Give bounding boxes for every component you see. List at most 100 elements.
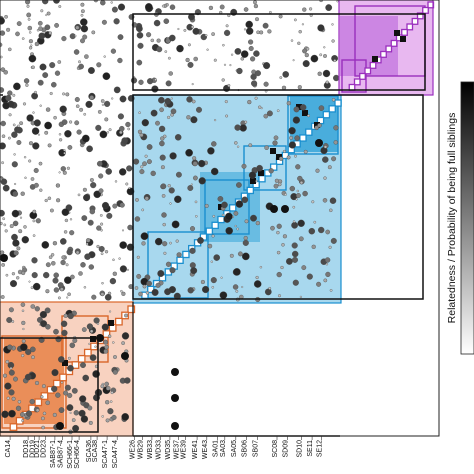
relatedness-dot [1,263,5,267]
relatedness-dot [42,72,49,79]
relatedness-dot [69,120,73,124]
relatedness-dot [162,222,166,227]
full-sibling-cell [270,148,276,154]
relatedness-dot [100,228,103,232]
relatedness-dot [197,237,204,244]
relatedness-dot [165,80,172,87]
relatedness-dot [239,124,247,132]
relatedness-dot [245,20,253,29]
relatedness-dot [323,176,327,180]
relatedness-dot [12,191,19,197]
relatedness-dot [40,9,44,13]
relatedness-dot [146,159,152,165]
relatedness-dot [77,193,81,197]
relatedness-dot [112,203,118,209]
relatedness-dot [268,168,274,174]
blue-diagonal-cell [305,128,313,136]
relatedness-dot [0,295,5,299]
relatedness-dot [325,4,333,11]
x-tick-label: DD21 [34,440,41,458]
relatedness-dot [175,239,179,243]
relatedness-dot [164,50,168,53]
relatedness-dot [168,187,175,194]
relatedness-dot [237,251,243,257]
relatedness-dot [48,31,53,35]
relatedness-dot [330,237,337,244]
relatedness-dot [236,67,243,75]
relatedness-dot [21,270,26,276]
relatedness-dot [67,364,74,372]
relatedness-dot [136,273,142,279]
relatedness-dot [80,18,88,26]
relatedness-dot [44,307,51,314]
orange-diagonal-cell [127,305,136,314]
relatedness-dot [84,54,89,59]
blue-diagonal-cell [322,110,331,119]
relatedness-dot [55,183,61,188]
relatedness-dot [82,187,87,192]
relatedness-dot [80,13,84,17]
relatedness-dot [2,373,8,378]
relatedness-dot [317,123,322,128]
relatedness-dot [82,34,88,40]
relatedness-dot [243,236,248,241]
relatedness-dot [151,288,159,296]
relatedness-dot [9,280,18,288]
x-tick-label: SA05 [231,440,238,457]
relatedness-dot [96,160,103,167]
relatedness-dot [288,127,296,135]
relatedness-dot [78,63,84,70]
x-tick-label: WE39 [181,440,188,459]
relatedness-dot [38,161,43,166]
relatedness-dot [83,194,91,202]
relatedness-dot [45,14,48,17]
relatedness-dot [167,115,171,119]
relatedness-dot [63,149,66,152]
relatedness-dot [57,282,64,288]
relatedness-dot [325,271,331,277]
relatedness-dot [100,222,104,226]
relatedness-dot [325,229,331,235]
relatedness-dot [125,182,129,186]
relatedness-dot [323,46,326,49]
relatedness-dot [11,272,16,276]
relatedness-dot [11,233,18,241]
relatedness-dot [168,286,176,294]
relatedness-dot [11,161,18,168]
sub-block-outline [287,95,339,155]
relatedness-dot [63,151,66,155]
relatedness-dot [146,144,153,150]
relatedness-dot [11,209,20,218]
relatedness-dot [268,287,272,290]
relatedness-dot [295,164,301,170]
relatedness-dot [100,0,106,6]
relatedness-dot [234,48,242,55]
x-tick-label: WE41 [192,440,199,459]
relatedness-dot [22,102,27,106]
relatedness-dot [142,284,147,289]
relatedness-dot [241,196,249,204]
relatedness-dot [294,18,297,22]
relatedness-dot [60,381,64,384]
relatedness-dot [98,188,104,194]
relatedness-dot [26,12,32,18]
relatedness-dot [105,386,111,391]
orange-diagonal-cell [71,361,80,369]
relatedness-dot [45,400,50,406]
orange-diagonal-cell [102,330,111,338]
relatedness-dot [311,244,316,249]
relatedness-dot [41,384,46,389]
purple-diagonal-cell [406,23,414,31]
relatedness-dot [176,252,182,258]
relatedness-dot [111,97,114,100]
relatedness-dot [300,104,307,111]
relatedness-dot [41,425,45,430]
relatedness-dot [169,4,176,10]
relatedness-dot [5,273,9,277]
relatedness-dot [171,220,180,229]
relatedness-dot [32,142,40,150]
relatedness-dot [323,54,327,58]
relatedness-dot [145,3,153,11]
relatedness-dot [61,255,66,260]
relatedness-dot [155,282,161,288]
